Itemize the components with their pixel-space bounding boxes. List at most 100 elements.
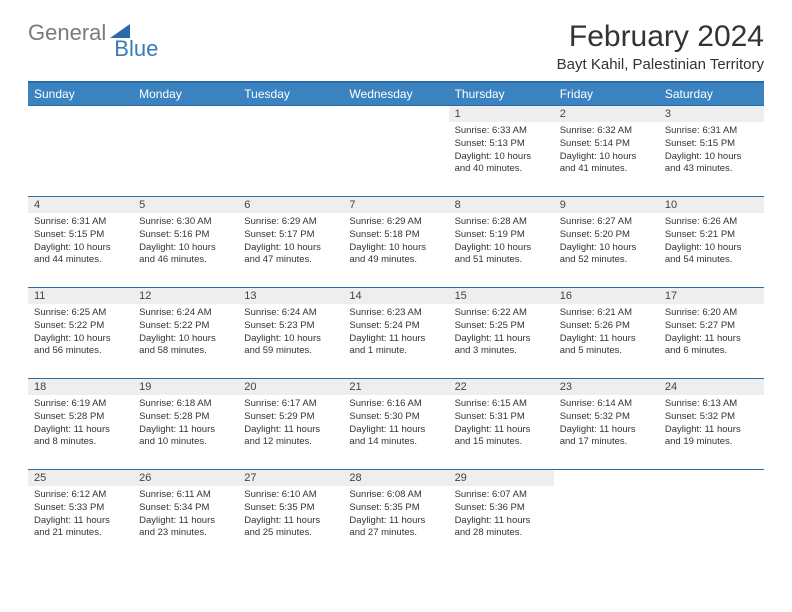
day-number: 5 xyxy=(133,197,238,213)
day-details: Sunrise: 6:14 AMSunset: 5:32 PMDaylight:… xyxy=(554,395,659,453)
day-number: 4 xyxy=(28,197,133,213)
sunset-text: Sunset: 5:24 PM xyxy=(349,320,442,333)
daylight-text: Daylight: 10 hours and 54 minutes. xyxy=(665,242,758,268)
daylight-text: Daylight: 11 hours and 8 minutes. xyxy=(34,424,127,450)
day-number: 19 xyxy=(133,379,238,395)
daylight-text: Daylight: 11 hours and 25 minutes. xyxy=(244,515,337,541)
calendar-week-row: 11Sunrise: 6:25 AMSunset: 5:22 PMDayligh… xyxy=(28,288,764,379)
sunrise-text: Sunrise: 6:33 AM xyxy=(455,125,548,138)
day-number: 12 xyxy=(133,288,238,304)
daylight-text: Daylight: 10 hours and 44 minutes. xyxy=(34,242,127,268)
day-number: 23 xyxy=(554,379,659,395)
calendar-day-cell: 11Sunrise: 6:25 AMSunset: 5:22 PMDayligh… xyxy=(28,288,133,379)
sunrise-text: Sunrise: 6:29 AM xyxy=(244,216,337,229)
day-number: 25 xyxy=(28,470,133,486)
month-title: February 2024 xyxy=(557,20,764,54)
calendar-day-cell: 27Sunrise: 6:10 AMSunset: 5:35 PMDayligh… xyxy=(238,470,343,561)
day-details: Sunrise: 6:11 AMSunset: 5:34 PMDaylight:… xyxy=(133,486,238,544)
calendar-week-row: 18Sunrise: 6:19 AMSunset: 5:28 PMDayligh… xyxy=(28,379,764,470)
sunrise-text: Sunrise: 6:26 AM xyxy=(665,216,758,229)
sunrise-text: Sunrise: 6:32 AM xyxy=(560,125,653,138)
day-details: Sunrise: 6:31 AMSunset: 5:15 PMDaylight:… xyxy=(659,122,764,180)
calendar-day-cell: 29Sunrise: 6:07 AMSunset: 5:36 PMDayligh… xyxy=(449,470,554,561)
daylight-text: Daylight: 11 hours and 5 minutes. xyxy=(560,333,653,359)
sunset-text: Sunset: 5:16 PM xyxy=(139,229,232,242)
day-details: Sunrise: 6:22 AMSunset: 5:25 PMDaylight:… xyxy=(449,304,554,362)
daylight-text: Daylight: 10 hours and 43 minutes. xyxy=(665,151,758,177)
day-number: 16 xyxy=(554,288,659,304)
day-details: Sunrise: 6:27 AMSunset: 5:20 PMDaylight:… xyxy=(554,213,659,271)
daylight-text: Daylight: 10 hours and 49 minutes. xyxy=(349,242,442,268)
calendar-day-cell: 25Sunrise: 6:12 AMSunset: 5:33 PMDayligh… xyxy=(28,470,133,561)
sunrise-text: Sunrise: 6:19 AM xyxy=(34,398,127,411)
calendar-day-cell: 17Sunrise: 6:20 AMSunset: 5:27 PMDayligh… xyxy=(659,288,764,379)
day-details: Sunrise: 6:07 AMSunset: 5:36 PMDaylight:… xyxy=(449,486,554,544)
sunset-text: Sunset: 5:36 PM xyxy=(455,502,548,515)
sunset-text: Sunset: 5:26 PM xyxy=(560,320,653,333)
day-details: Sunrise: 6:20 AMSunset: 5:27 PMDaylight:… xyxy=(659,304,764,362)
header: General Blue February 2024 Bayt Kahil, P… xyxy=(28,20,764,73)
day-details: Sunrise: 6:15 AMSunset: 5:31 PMDaylight:… xyxy=(449,395,554,453)
sunrise-text: Sunrise: 6:23 AM xyxy=(349,307,442,320)
day-details: Sunrise: 6:26 AMSunset: 5:21 PMDaylight:… xyxy=(659,213,764,271)
day-details: Sunrise: 6:13 AMSunset: 5:32 PMDaylight:… xyxy=(659,395,764,453)
sunset-text: Sunset: 5:31 PM xyxy=(455,411,548,424)
calendar-day-cell: 6Sunrise: 6:29 AMSunset: 5:17 PMDaylight… xyxy=(238,197,343,288)
daylight-text: Daylight: 11 hours and 17 minutes. xyxy=(560,424,653,450)
calendar-day-cell: 22Sunrise: 6:15 AMSunset: 5:31 PMDayligh… xyxy=(449,379,554,470)
sunset-text: Sunset: 5:35 PM xyxy=(244,502,337,515)
sunrise-text: Sunrise: 6:18 AM xyxy=(139,398,232,411)
calendar-day-cell: 26Sunrise: 6:11 AMSunset: 5:34 PMDayligh… xyxy=(133,470,238,561)
calendar-day-cell: 23Sunrise: 6:14 AMSunset: 5:32 PMDayligh… xyxy=(554,379,659,470)
calendar-day-cell xyxy=(133,106,238,197)
day-number: 18 xyxy=(28,379,133,395)
day-number: 21 xyxy=(343,379,448,395)
calendar-week-row: 4Sunrise: 6:31 AMSunset: 5:15 PMDaylight… xyxy=(28,197,764,288)
day-number: 1 xyxy=(449,106,554,122)
sunset-text: Sunset: 5:15 PM xyxy=(665,138,758,151)
daylight-text: Daylight: 11 hours and 3 minutes. xyxy=(455,333,548,359)
day-details: Sunrise: 6:16 AMSunset: 5:30 PMDaylight:… xyxy=(343,395,448,453)
day-details: Sunrise: 6:18 AMSunset: 5:28 PMDaylight:… xyxy=(133,395,238,453)
logo-text-blue: Blue xyxy=(114,36,158,62)
sunrise-text: Sunrise: 6:31 AM xyxy=(34,216,127,229)
calendar-day-cell: 19Sunrise: 6:18 AMSunset: 5:28 PMDayligh… xyxy=(133,379,238,470)
day-number: 7 xyxy=(343,197,448,213)
day-number: 29 xyxy=(449,470,554,486)
day-details: Sunrise: 6:23 AMSunset: 5:24 PMDaylight:… xyxy=(343,304,448,362)
day-number: 27 xyxy=(238,470,343,486)
location: Bayt Kahil, Palestinian Territory xyxy=(557,56,764,73)
calendar-day-cell: 16Sunrise: 6:21 AMSunset: 5:26 PMDayligh… xyxy=(554,288,659,379)
calendar-day-cell: 28Sunrise: 6:08 AMSunset: 5:35 PMDayligh… xyxy=(343,470,448,561)
sunset-text: Sunset: 5:35 PM xyxy=(349,502,442,515)
sunrise-text: Sunrise: 6:08 AM xyxy=(349,489,442,502)
sunset-text: Sunset: 5:28 PM xyxy=(34,411,127,424)
day-number: 28 xyxy=(343,470,448,486)
daylight-text: Daylight: 11 hours and 1 minute. xyxy=(349,333,442,359)
day-details: Sunrise: 6:24 AMSunset: 5:23 PMDaylight:… xyxy=(238,304,343,362)
calendar-day-cell: 3Sunrise: 6:31 AMSunset: 5:15 PMDaylight… xyxy=(659,106,764,197)
daylight-text: Daylight: 11 hours and 23 minutes. xyxy=(139,515,232,541)
calendar-day-cell xyxy=(238,106,343,197)
day-number: 13 xyxy=(238,288,343,304)
weekday-header: Sunday xyxy=(28,82,133,106)
day-details: Sunrise: 6:24 AMSunset: 5:22 PMDaylight:… xyxy=(133,304,238,362)
day-details: Sunrise: 6:08 AMSunset: 5:35 PMDaylight:… xyxy=(343,486,448,544)
sunset-text: Sunset: 5:32 PM xyxy=(665,411,758,424)
day-details: Sunrise: 6:12 AMSunset: 5:33 PMDaylight:… xyxy=(28,486,133,544)
sunset-text: Sunset: 5:25 PM xyxy=(455,320,548,333)
day-number: 10 xyxy=(659,197,764,213)
sunrise-text: Sunrise: 6:20 AM xyxy=(665,307,758,320)
daylight-text: Daylight: 10 hours and 56 minutes. xyxy=(34,333,127,359)
day-details: Sunrise: 6:28 AMSunset: 5:19 PMDaylight:… xyxy=(449,213,554,271)
daylight-text: Daylight: 10 hours and 51 minutes. xyxy=(455,242,548,268)
sunrise-text: Sunrise: 6:27 AM xyxy=(560,216,653,229)
calendar-day-cell: 8Sunrise: 6:28 AMSunset: 5:19 PMDaylight… xyxy=(449,197,554,288)
day-details: Sunrise: 6:33 AMSunset: 5:13 PMDaylight:… xyxy=(449,122,554,180)
day-details: Sunrise: 6:30 AMSunset: 5:16 PMDaylight:… xyxy=(133,213,238,271)
daylight-text: Daylight: 10 hours and 46 minutes. xyxy=(139,242,232,268)
sunrise-text: Sunrise: 6:14 AM xyxy=(560,398,653,411)
weekday-header: Wednesday xyxy=(343,82,448,106)
sunset-text: Sunset: 5:22 PM xyxy=(139,320,232,333)
sunset-text: Sunset: 5:30 PM xyxy=(349,411,442,424)
